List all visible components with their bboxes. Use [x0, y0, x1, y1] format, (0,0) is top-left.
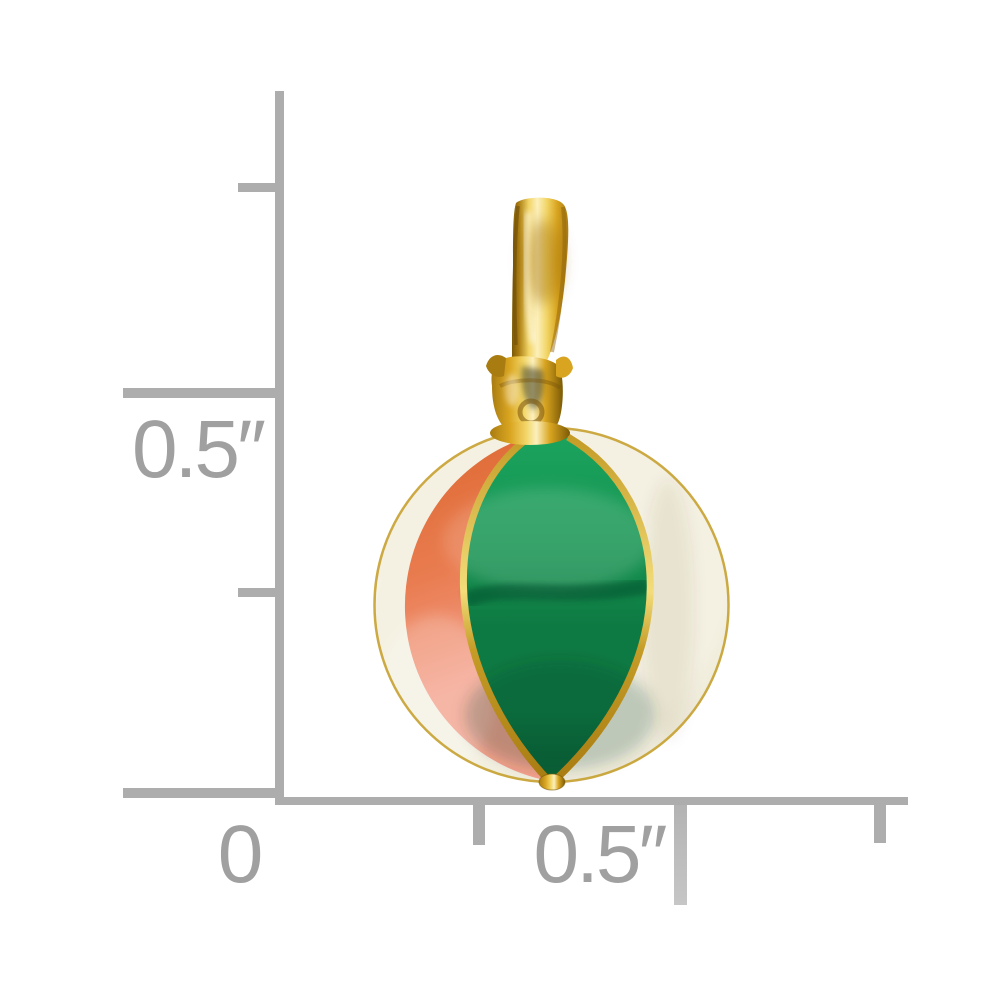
vertical-half-inch-label: 0.5″ [131, 404, 266, 495]
knot-wrap-line [499, 378, 562, 390]
beach-ball [366, 421, 730, 791]
vertical-ruler-tick-zero [123, 788, 284, 798]
green-sheen [443, 488, 653, 592]
vertical-ruler-line [275, 91, 284, 805]
vertical-ruler-tick-half-inch [123, 388, 284, 398]
bail-highlight [522, 211, 537, 344]
horizontal-zero-label: 0 [217, 809, 264, 900]
horizontal-ruler-tick-quarter [473, 805, 485, 845]
ball-bottom-nub [538, 773, 566, 791]
horizontal-ruler-tick-three-quarter [874, 805, 886, 843]
bail-right-edge [550, 206, 567, 353]
orange-sheen [378, 615, 494, 775]
green-dark-band [462, 578, 650, 608]
horizontal-ruler-line [275, 797, 908, 805]
vertical-ruler-tick-quarter-bottom [238, 588, 275, 597]
horizontal-ruler-tick-half-inch [674, 805, 687, 905]
knot-left-ear [486, 354, 506, 377]
knot-dark-gap [521, 366, 544, 410]
green-bottom-shadow [465, 660, 655, 770]
pendant-bail [512, 197, 569, 368]
ball-seam-right [551, 433, 654, 784]
ball-top-nub [490, 421, 570, 445]
bail-left-edge [512, 205, 520, 346]
ball-seam-left [459, 433, 552, 784]
horizontal-half-inch-label: 0.5″ [533, 809, 667, 900]
knot-highlight [505, 374, 519, 406]
pendant-knot [486, 354, 573, 432]
knot-right-ear [556, 356, 573, 378]
bail-inner-shadow [523, 220, 563, 304]
vertical-ruler-tick-quarter-top [238, 183, 275, 192]
white-panel-shade [642, 480, 694, 740]
